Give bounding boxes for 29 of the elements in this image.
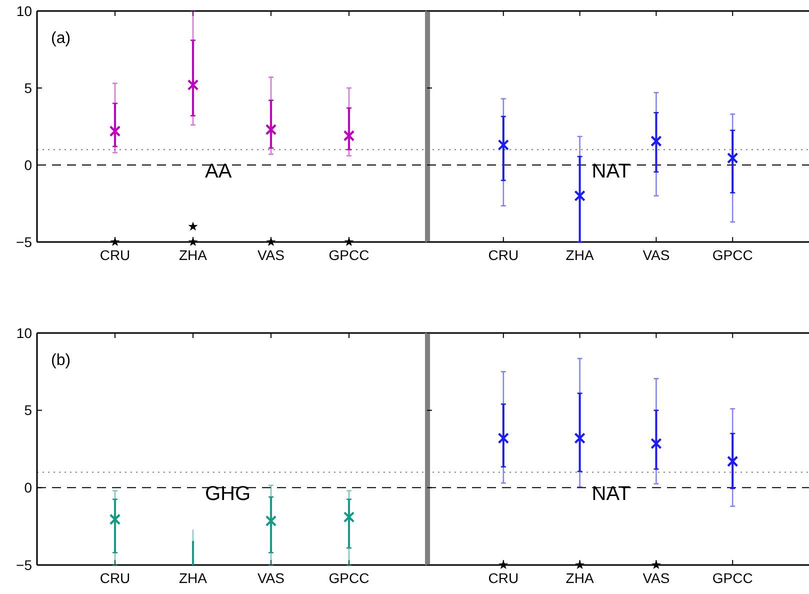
- x-tick-label: VAS: [642, 570, 670, 586]
- x-tick-label: ZHA: [179, 247, 208, 263]
- x-tick-label: ZHA: [179, 570, 208, 586]
- y-tick-label: −5: [16, 234, 32, 250]
- y-tick-label: 5: [24, 80, 32, 96]
- text: (a): [51, 30, 71, 47]
- x-tick-label: GPCC: [712, 570, 753, 586]
- x-tick-label: CRU: [100, 247, 130, 263]
- x-tick-label: VAS: [258, 570, 284, 586]
- x-tick-label: ZHA: [566, 247, 594, 263]
- x-tick-label: ZHA: [566, 570, 594, 586]
- x-tick-label: GPCC: [712, 247, 753, 263]
- x-tick-label: GPCC: [328, 570, 370, 586]
- x-tick-label: VAS: [258, 247, 284, 263]
- text: (b): [51, 352, 71, 369]
- y-tick-label: 0: [24, 480, 32, 496]
- y-tick-label: 10: [16, 324, 32, 341]
- x-tick-label: VAS: [642, 247, 670, 263]
- x-tick-label: CRU: [100, 570, 130, 586]
- y-tick-label: 10: [16, 2, 32, 19]
- annotation: AA: [205, 160, 232, 182]
- y-tick-label: 0: [24, 156, 32, 173]
- annotation: NAT: [592, 483, 630, 506]
- y-tick-label: 5: [24, 402, 32, 418]
- annotation: GHG: [205, 483, 251, 506]
- x-tick-label: GPCC: [328, 247, 370, 263]
- x-tick-label: CRU: [488, 570, 519, 586]
- y-tick-label: −5: [16, 556, 32, 573]
- x-tick-label: CRU: [488, 247, 519, 263]
